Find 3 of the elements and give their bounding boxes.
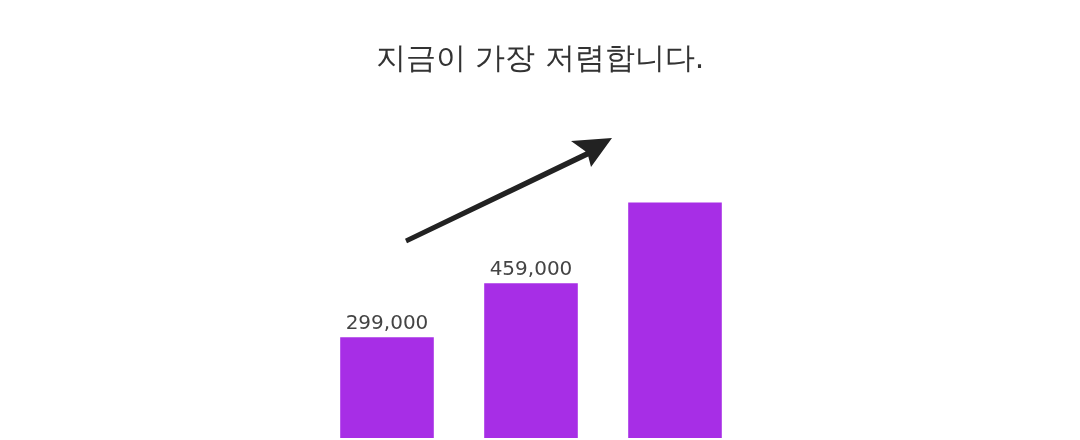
data-label: 459,000 [489,256,573,281]
chart-title: 지금이 가장 저렴합니다. [375,39,705,75]
data-label: 299,000 [345,310,429,335]
